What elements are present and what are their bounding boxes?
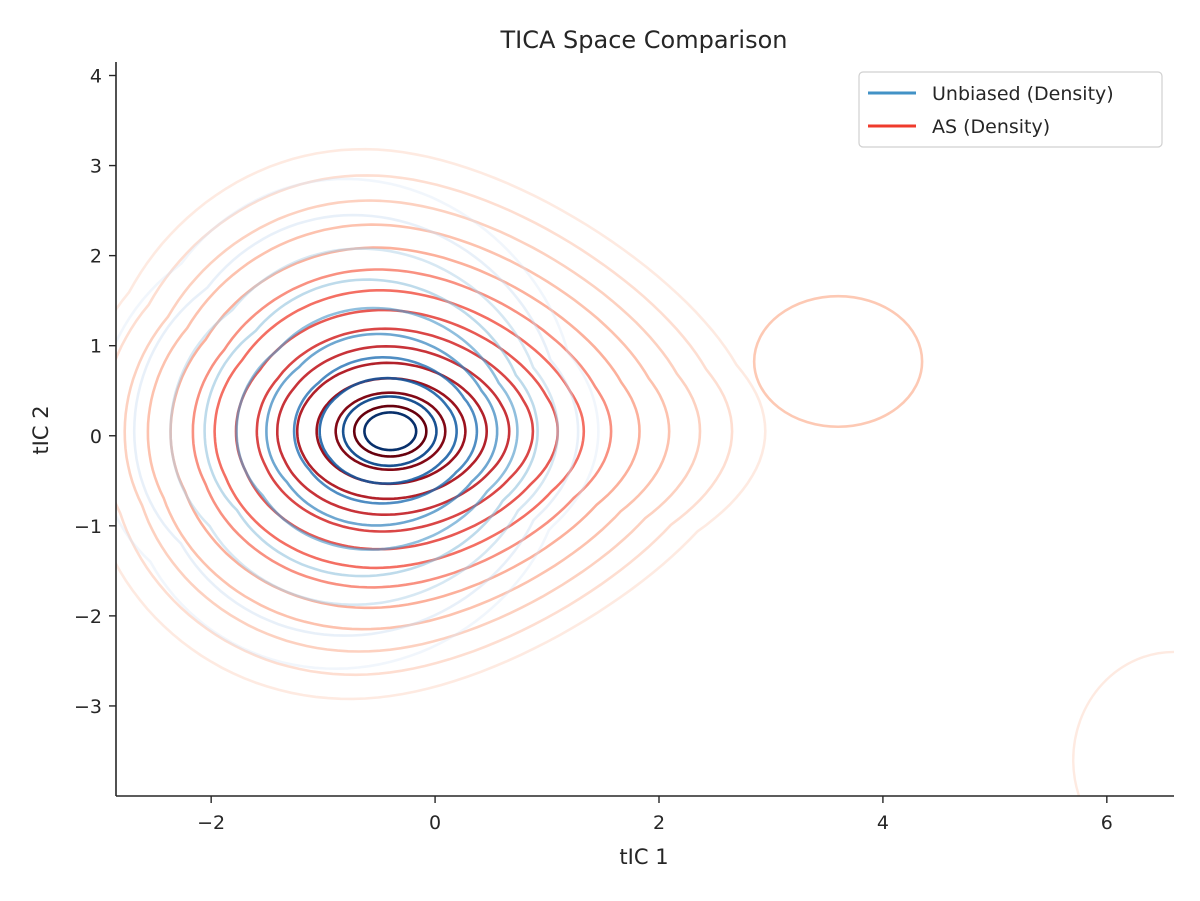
as-contour-line xyxy=(169,246,641,610)
unbiased-contour-line xyxy=(132,213,580,637)
y-tick-label: 1 xyxy=(90,336,102,358)
unbiased-contour-line xyxy=(292,355,479,505)
legend-label-as: AS (Density) xyxy=(932,116,1050,138)
x-tick-label: 0 xyxy=(429,812,441,834)
as-contour-line xyxy=(334,391,447,471)
as-secondary-contour xyxy=(1072,650,1174,796)
as-contour-line xyxy=(295,361,489,501)
unbiased-contour-line xyxy=(235,306,519,551)
x-tick-label: 4 xyxy=(877,812,889,834)
unbiased-contour-line xyxy=(116,177,600,671)
as-contour-line xyxy=(191,268,613,589)
unbiased-contour-line xyxy=(203,278,539,578)
x-tick-label: 2 xyxy=(653,812,665,834)
y-tick-label: 4 xyxy=(90,66,102,88)
as-contour-line xyxy=(255,327,535,533)
as-contour-line xyxy=(116,147,767,701)
y-tick-label: −3 xyxy=(74,696,102,718)
legend-label-unbiased: Unbiased (Density) xyxy=(932,83,1114,105)
y-axis-ticks: −3 −2 −1 0 1 2 3 4 xyxy=(74,66,116,718)
legend-frame xyxy=(858,71,1163,148)
unbiased-contour-line xyxy=(341,395,438,468)
as-contour-line xyxy=(123,199,702,653)
as-secondary-contour xyxy=(752,294,924,429)
x-tick-label: 6 xyxy=(1101,812,1113,834)
as-contour-line xyxy=(352,404,428,458)
x-axis-ticks: −2 0 2 4 6 xyxy=(197,796,1113,834)
as-contour-line xyxy=(276,344,511,516)
as-contour-line xyxy=(213,289,586,570)
y-tick-label: −1 xyxy=(74,516,102,538)
unbiased-contour-line xyxy=(363,411,418,452)
unbiased-contour-line xyxy=(169,247,560,606)
y-tick-label: 0 xyxy=(90,426,102,448)
y-tick-label: 2 xyxy=(90,246,102,268)
as-contour-line xyxy=(315,377,467,486)
y-tick-label: −2 xyxy=(74,606,102,628)
unbiased-contour-line xyxy=(318,376,458,485)
chart-title: TICA Space Comparison xyxy=(499,26,787,54)
x-tick-label: −2 xyxy=(197,812,225,834)
legend: Unbiased (Density) AS (Density) xyxy=(858,71,1163,148)
as-contour-line xyxy=(116,174,734,677)
unbiased-contour-line xyxy=(265,332,499,527)
contour-plot-area xyxy=(116,147,1174,796)
as-contour-line xyxy=(146,223,671,631)
y-tick-label: 3 xyxy=(90,156,102,178)
x-axis-label: tIC 1 xyxy=(619,845,668,869)
y-axis-label: tIC 2 xyxy=(29,405,53,454)
